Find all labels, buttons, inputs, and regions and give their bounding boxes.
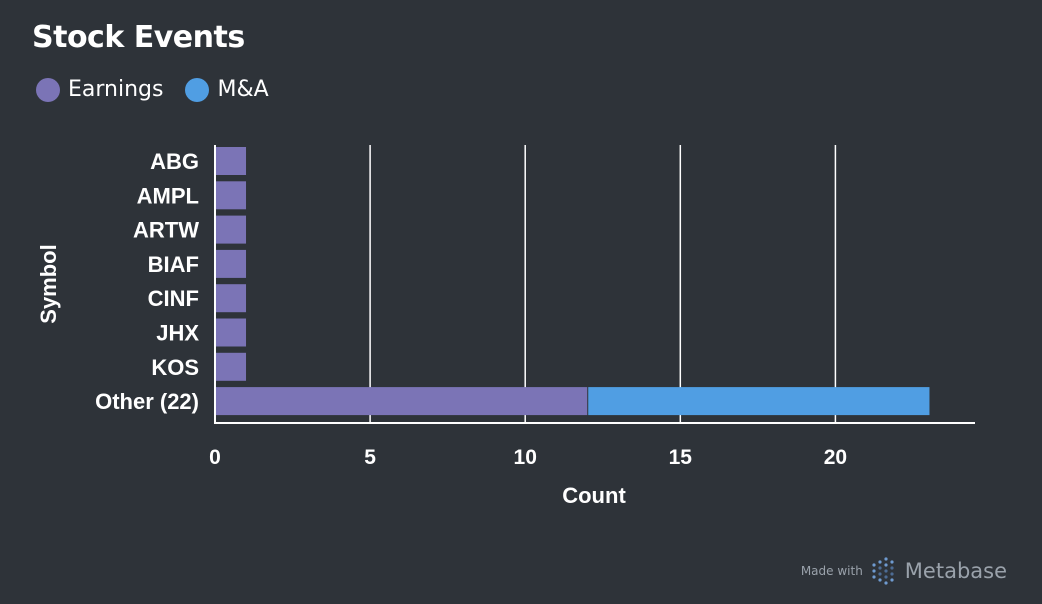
y-tick-label: BIAF	[148, 252, 199, 277]
legend-swatch-ma	[185, 77, 210, 102]
legend-swatch-earnings	[36, 77, 60, 102]
x-tick-label: 5	[364, 446, 376, 469]
y-tick-label: JHX	[156, 321, 199, 346]
y-tick-label: ARTW	[133, 218, 199, 243]
made-with-label: Made with	[800, 564, 863, 578]
bar[interactable]	[216, 284, 247, 313]
y-tick-label: KOS	[151, 355, 199, 380]
legend: Earnings M&A	[36, 77, 269, 102]
legend-label-earnings: Earnings	[68, 77, 164, 102]
x-tick-label: 10	[514, 446, 537, 469]
metabase-brand: Metabase	[904, 559, 1007, 583]
y-tick-label: CINF	[148, 286, 199, 311]
footer: Made with Metabase	[801, 556, 1007, 586]
legend-item-ma[interactable]: M&A	[185, 77, 269, 102]
bar[interactable]	[216, 352, 247, 381]
bar[interactable]	[216, 147, 247, 175]
x-tick-label: 0	[209, 446, 221, 469]
metabase-logo-icon	[872, 557, 894, 585]
chart-title: Stock Events	[32, 20, 245, 55]
legend-item-earnings[interactable]: Earnings	[36, 77, 163, 102]
bar[interactable]	[588, 387, 930, 416]
bar[interactable]	[216, 215, 247, 244]
bar[interactable]	[216, 249, 247, 278]
y-tick-label: AMPL	[137, 183, 199, 208]
y-tick-label: ABG	[150, 149, 199, 174]
x-axis-title: Count	[562, 483, 626, 508]
y-tick-label: Other (22)	[95, 389, 199, 414]
y-axis-title: Symbol	[36, 244, 61, 323]
legend-label-ma: M&A	[217, 77, 269, 102]
x-tick-label: 15	[669, 446, 693, 469]
x-tick-label: 20	[824, 446, 847, 469]
bar[interactable]	[216, 181, 247, 210]
bar[interactable]	[216, 318, 247, 347]
bar[interactable]	[216, 387, 588, 416]
